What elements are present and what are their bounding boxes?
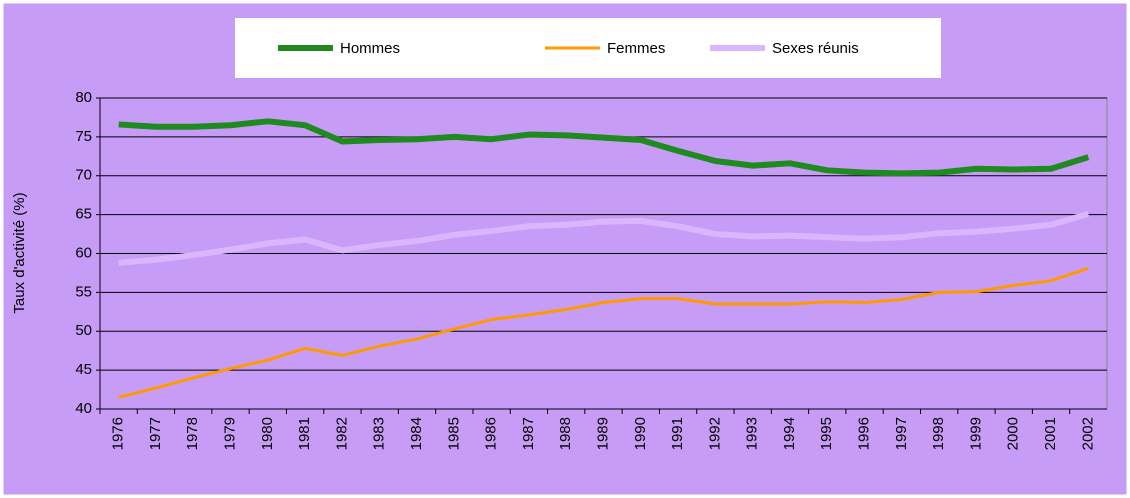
y-tick-label: 65 (75, 206, 92, 223)
legend-label: Sexes réunis (772, 40, 859, 57)
x-tick-label: 1995 (818, 417, 835, 450)
x-tick-label: 1981 (296, 417, 313, 450)
series-line (118, 210, 1090, 266)
y-axis-label: Taux d'activité (%) (11, 192, 28, 313)
x-tick-label: 1983 (371, 417, 388, 450)
legend-label: Hommes (340, 40, 400, 57)
x-tick-label: 1977 (147, 417, 164, 450)
x-tick-label: 2000 (1005, 417, 1022, 450)
y-tick-label: 80 (75, 89, 92, 106)
x-tick-label: 1991 (669, 417, 686, 450)
y-tick-label: 50 (75, 322, 92, 339)
y-tick-label: 55 (75, 283, 92, 300)
x-tick-label: 2002 (1079, 417, 1096, 450)
x-tick-label: 1980 (259, 417, 276, 450)
x-tick-label: 1996 (856, 417, 873, 450)
x-tick-label: 1978 (184, 417, 201, 450)
series-line (118, 118, 1090, 177)
x-tick-label: 1985 (445, 417, 462, 450)
x-tick-label: 1986 (483, 417, 500, 450)
y-tick-label: 75 (75, 128, 92, 145)
series-line (118, 266, 1089, 399)
x-tick-label: 1999 (967, 417, 984, 450)
x-tick-label: 1988 (557, 417, 574, 450)
x-tick-label: 1993 (744, 417, 761, 450)
y-tick-label: 40 (75, 400, 92, 417)
legend-label: Femmes (607, 40, 665, 57)
x-tick-label: 1989 (594, 417, 611, 450)
x-tick-label: 1982 (333, 417, 350, 450)
x-tick-label: 1976 (110, 417, 127, 450)
x-tick-label: 1992 (706, 417, 723, 450)
x-tick-label: 1990 (632, 417, 649, 450)
x-tick-label: 1994 (781, 417, 798, 450)
x-tick-label: 1997 (893, 417, 910, 450)
x-tick-label: 1979 (222, 417, 239, 450)
y-tick-label: 45 (75, 361, 92, 378)
y-tick-label: 60 (75, 244, 92, 261)
x-tick-label: 1987 (520, 417, 537, 450)
x-tick-label: 1998 (930, 417, 947, 450)
x-tick-label: 1984 (408, 417, 425, 450)
y-tick-label: 70 (75, 167, 92, 184)
x-tick-label: 2001 (1042, 417, 1059, 450)
